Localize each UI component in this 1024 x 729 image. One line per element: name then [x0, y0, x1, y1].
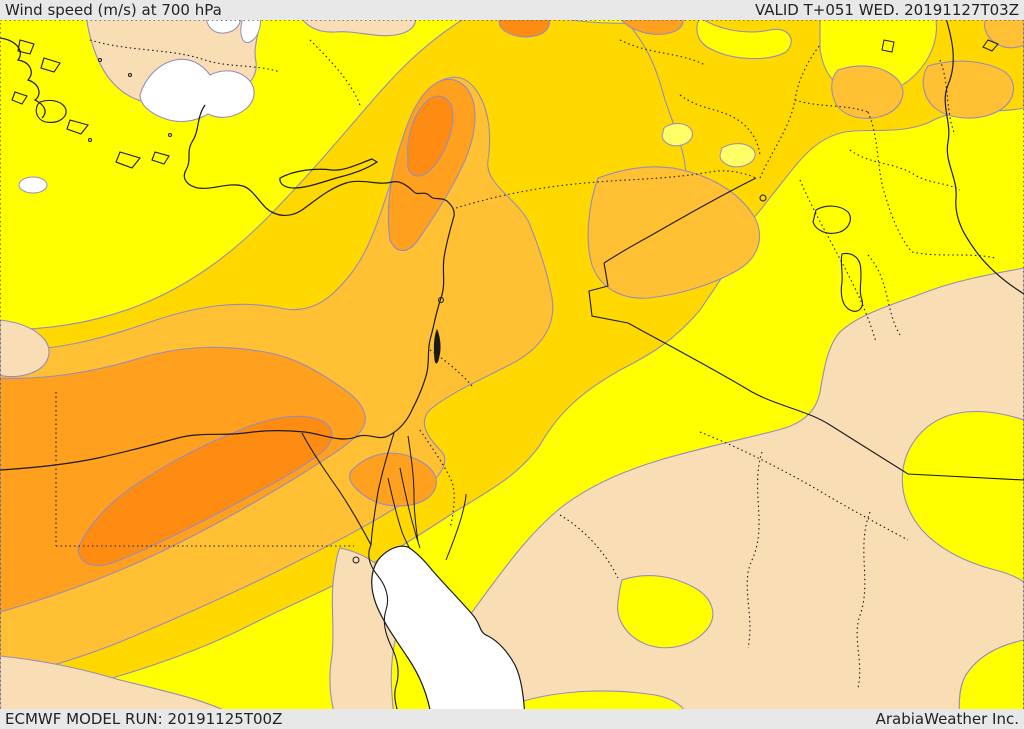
- deep-orange-core-egypt: [77, 415, 333, 566]
- brand-label: ArabiaWeather Inc.: [875, 710, 1019, 728]
- caspian-island: [982, 39, 999, 52]
- iran-border-dotted-1: [867, 111, 913, 253]
- yellow-wedge-ne-2: [696, 17, 792, 60]
- model-run-label: ECMWF MODEL RUN: 20191125T00Z: [5, 710, 283, 728]
- turkey-syria-border-dotted: [455, 170, 757, 209]
- island-dot-3: [88, 138, 92, 142]
- valid-time-label: VALID T+051 WED. 20191127T03Z: [754, 1, 1019, 19]
- header-bar: Wind speed (m/s) at 700 hPa VALID T+051 …: [0, 0, 1024, 20]
- amber-patch-ne-1: [831, 65, 904, 119]
- lake-tharthar: [759, 194, 767, 202]
- lake-van: [812, 205, 851, 234]
- cream-region-sw-corner: [0, 655, 233, 715]
- aegean-island-6: [151, 151, 170, 165]
- jordan-border-dotted: [429, 349, 473, 387]
- map-title: Wind speed (m/s) at 700 hPa: [5, 1, 222, 19]
- gulf-of-suez-west-bank: [387, 477, 411, 550]
- coastlines-group: [0, 14, 1024, 471]
- dead-sea: [433, 328, 441, 364]
- sea-of-galilee: [438, 297, 444, 303]
- amber-band-east-syria: [587, 166, 761, 299]
- nile-river: [368, 544, 401, 721]
- island-dot-2: [128, 73, 132, 77]
- yellow-hole-tongue: [617, 575, 714, 649]
- white-blob-aegean: [18, 176, 48, 194]
- rhodes-island: [35, 99, 67, 123]
- lake-fayum: [352, 556, 360, 564]
- syria-iraq-border: [603, 177, 757, 264]
- amber-patch-ne-2: [922, 60, 1014, 119]
- rivers-lakes-group: [301, 39, 895, 721]
- cream-region-top-center: [299, 14, 417, 37]
- mediterranean-coastline: [0, 104, 455, 471]
- pale-yellow-blob-1: [661, 123, 693, 147]
- deep-orange-core-syria: [407, 95, 454, 177]
- orange-blob-sinai: [349, 452, 437, 507]
- iran-border-dotted-3: [867, 254, 901, 336]
- footer-bar: ECMWF MODEL RUN: 20191125T00Z ArabiaWeat…: [0, 709, 1024, 729]
- solid-borders-group: [588, 177, 1024, 481]
- jordan-east-border: [588, 262, 629, 324]
- yellow-hole-right-edge: [901, 410, 1024, 583]
- aegean-island-4: [66, 119, 89, 135]
- lake-urmia: [840, 252, 863, 312]
- cyprus-coastline: [279, 158, 379, 189]
- saudi-province-dotted-2: [746, 451, 763, 649]
- aegean-island-3: [11, 91, 28, 105]
- aegean-island-1: [17, 39, 35, 55]
- turkey-north-border-dotted: [89, 39, 281, 73]
- turkey-east-internal-dotted: [679, 94, 761, 156]
- nile-delta-west-branch: [301, 432, 372, 546]
- white-region-turkey: [139, 58, 255, 123]
- gulf-of-aqaba: [445, 493, 467, 561]
- white-blob-top-2: [240, 14, 261, 44]
- caspian-coastline: [944, 14, 1024, 295]
- egypt-israel-border-dotted: [419, 429, 455, 529]
- suez-canal: [407, 435, 419, 543]
- iraq-iran-border-dotted: [799, 179, 877, 343]
- aegean-island-2: [40, 57, 61, 73]
- nile-delta-east-branch: [370, 432, 395, 546]
- aegean-island-5: [115, 151, 141, 169]
- saudi-province-dotted-3: [856, 511, 871, 689]
- saudi-iraq-border: [627, 322, 1024, 481]
- lake-ne-small: [881, 39, 895, 53]
- red-sea-white-region: [371, 545, 526, 721]
- gulf-of-suez-east-bank: [399, 467, 421, 549]
- island-dot-4: [168, 133, 172, 137]
- cream-region-left-edge: [0, 319, 50, 378]
- saudi-province-dotted-1: [699, 431, 909, 541]
- pale-yellow-blob-2: [719, 143, 756, 168]
- georgia-border-dotted: [619, 39, 706, 66]
- island-dot-1: [98, 58, 102, 62]
